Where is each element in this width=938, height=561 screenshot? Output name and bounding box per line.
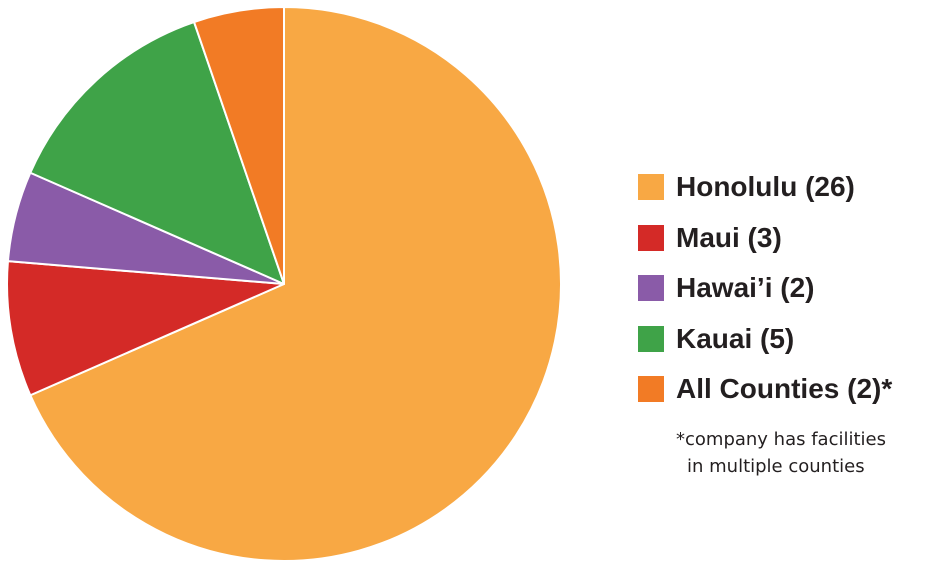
legend-label: Honolulu (26): [676, 171, 855, 202]
legend-label: All Counties (2)*: [676, 373, 893, 404]
pie-slice-maui: [6, 260, 285, 397]
legend-item-all-counties: All Counties (2)*: [638, 371, 938, 407]
chart-legend: Honolulu (26) Maui (3) Hawai’i (2) Kauai (5…: [638, 169, 938, 422]
legend-swatch: [638, 224, 664, 251]
pie-chart: [6, 6, 562, 561]
legend-item-hawaii: Hawai’i (2): [638, 270, 938, 306]
pie-slice-kauai: [29, 21, 285, 285]
legend-item-honolulu: Honolulu (26): [638, 169, 938, 205]
footnote-line-1: *company has facilities: [676, 429, 886, 450]
legend-swatch: [638, 376, 664, 402]
footnote-line-2: in multiple counties: [687, 456, 865, 477]
legend-swatch: [638, 174, 664, 200]
legend-label: Maui (3): [676, 221, 782, 253]
pie-slice-all-counties: [193, 6, 285, 285]
pie-chart-svg: [6, 6, 562, 561]
legend-item-maui: Maui (3): [638, 220, 938, 256]
legend-label: Kauai (5): [676, 322, 795, 354]
legend-item-kauai: Kauai (5): [638, 321, 938, 357]
legend-swatch: [638, 275, 664, 301]
footnote: *company has facilities in multiple coun…: [676, 426, 886, 480]
legend-swatch: [638, 325, 664, 352]
legend-label: Hawai’i (2): [676, 272, 815, 303]
pie-slice-honolulu: [29, 6, 562, 561]
